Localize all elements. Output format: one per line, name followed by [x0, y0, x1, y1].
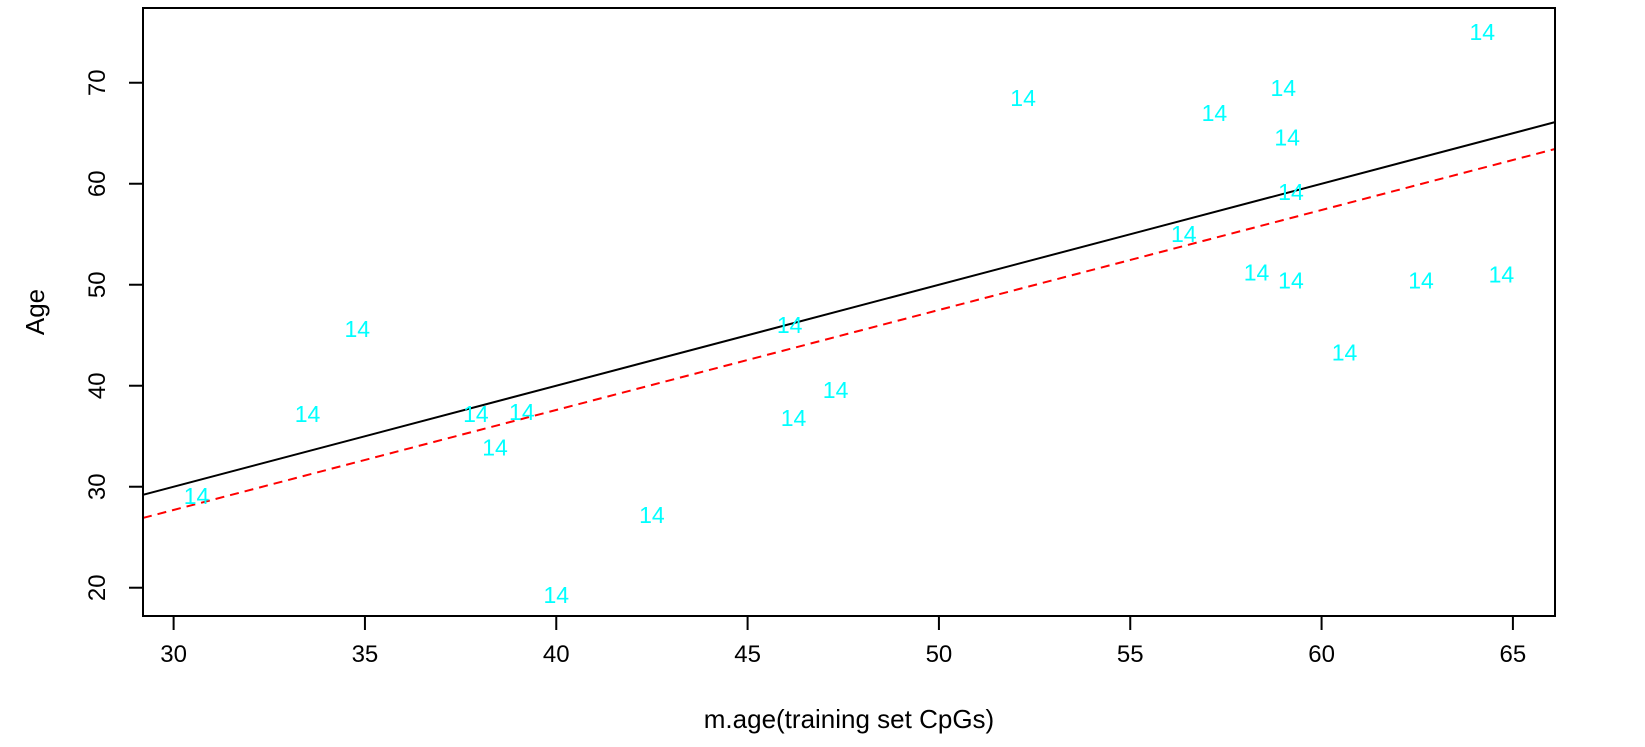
x-tick-label: 30 — [160, 641, 187, 668]
data-point: 14 — [295, 401, 321, 427]
x-axis-title: m.age(training set CpGs) — [704, 704, 994, 734]
data-point: 14 — [1278, 268, 1304, 294]
y-axis-title: Age — [20, 289, 50, 335]
x-tick-label: 40 — [543, 641, 570, 668]
data-point: 14 — [463, 401, 489, 427]
data-point: 14 — [482, 434, 508, 460]
data-point: 14 — [184, 483, 210, 509]
x-tick-label: 65 — [1500, 641, 1527, 668]
data-points: 14 14 14 14 14 14 14 14 14 14 14 14 14 14 14 14 14 14 14 14… — [184, 19, 1515, 608]
data-point: 14 — [1202, 100, 1228, 126]
y-tick-label: 70 — [84, 69, 111, 96]
x-tick-label: 55 — [1117, 641, 1144, 668]
y-tick-label: 40 — [84, 372, 111, 399]
data-point: 14 — [1244, 260, 1270, 286]
solid-fit-line — [142, 121, 1556, 496]
data-point: 14 — [639, 502, 665, 528]
data-point: 14 — [777, 312, 803, 338]
y-tick-label: 30 — [84, 473, 111, 500]
data-point: 14 — [823, 377, 849, 403]
data-point: 14 — [543, 582, 569, 608]
data-point: 14 — [1010, 85, 1036, 111]
data-point: 14 — [1278, 179, 1304, 205]
data-point: 14 — [781, 405, 807, 431]
dashed-fit-line — [142, 148, 1556, 519]
y-tick-label: 60 — [84, 170, 111, 197]
y-axis: 20 30 40 50 60 70 — [84, 69, 143, 601]
x-tick-label: 35 — [352, 641, 379, 668]
fit-lines — [142, 121, 1556, 519]
plot-frame — [142, 7, 1556, 617]
data-point: 14 — [1271, 75, 1297, 101]
data-point: 14 — [1489, 262, 1515, 288]
data-point: 14 — [1332, 339, 1358, 365]
data-point: 14 — [1171, 221, 1197, 247]
y-tick-label: 50 — [84, 271, 111, 298]
data-point: 14 — [1408, 268, 1434, 294]
data-point: 14 — [344, 316, 370, 342]
x-tick-label: 60 — [1308, 641, 1335, 668]
x-tick-label: 45 — [734, 641, 761, 668]
data-point: 14 — [1469, 19, 1495, 45]
y-tick-label: 20 — [84, 574, 111, 601]
data-point: 14 — [1274, 124, 1300, 150]
data-point: 14 — [509, 399, 535, 425]
x-tick-label: 50 — [926, 641, 953, 668]
x-axis: 30 35 40 45 50 55 60 65 — [160, 616, 1526, 668]
